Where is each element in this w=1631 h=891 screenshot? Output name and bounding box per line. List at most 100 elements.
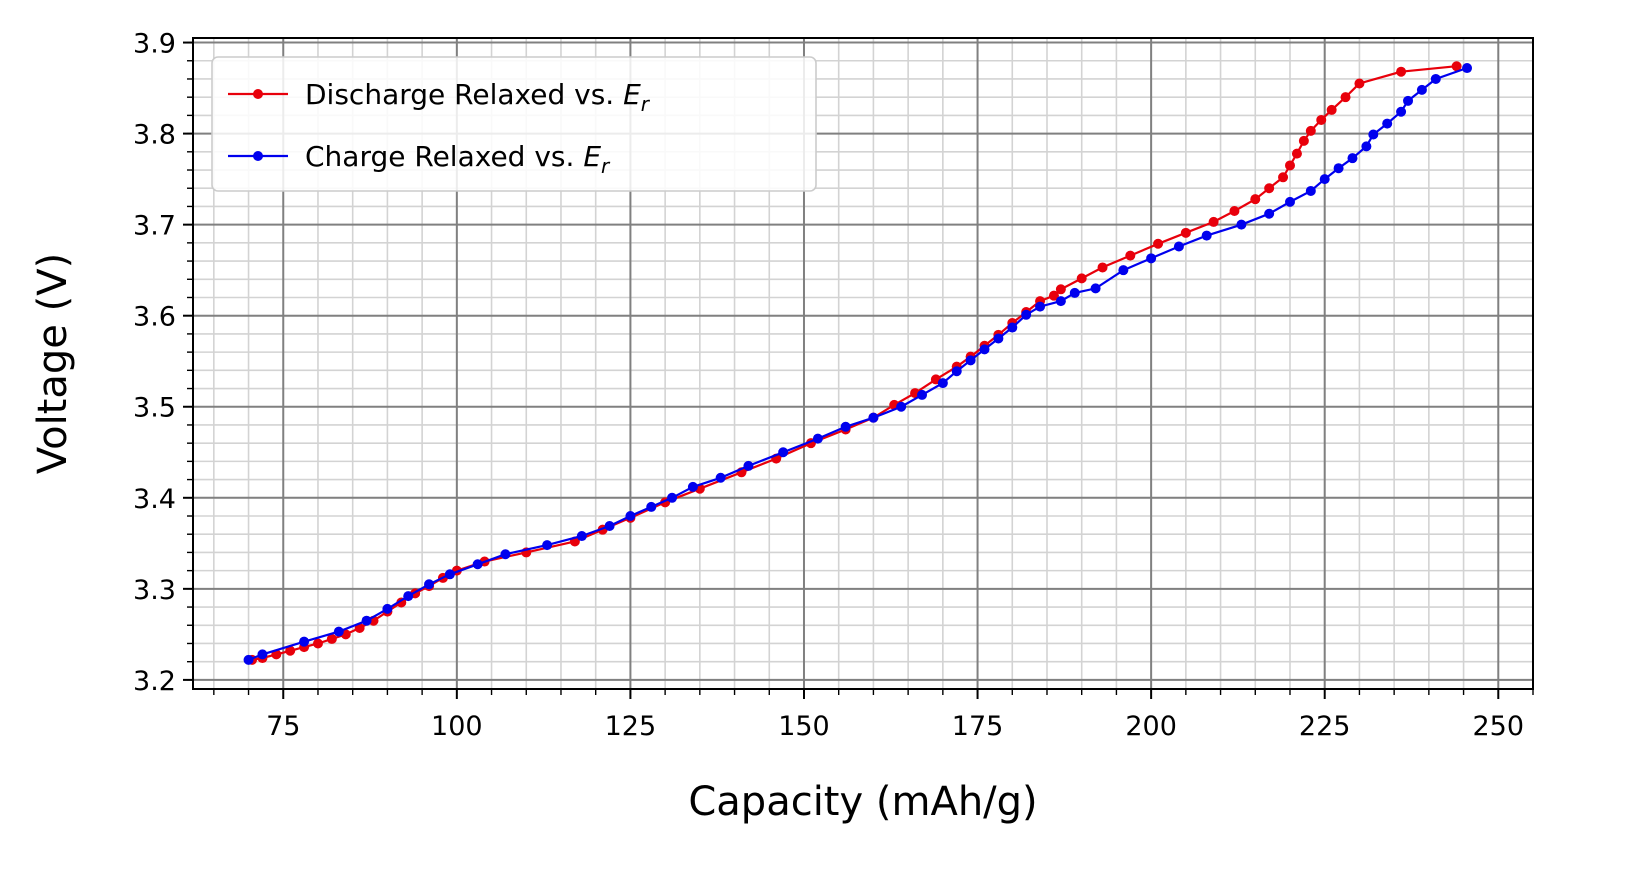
data-point: [403, 591, 414, 602]
data-point: [1298, 135, 1309, 146]
data-point: [896, 401, 907, 412]
data-point: [1396, 66, 1407, 77]
legend: Discharge Relaxed vs. Er Charge Relaxed v…: [211, 56, 817, 192]
legend-label: Charge Relaxed vs. Er: [305, 140, 611, 178]
x-tick-label: 200: [1125, 711, 1177, 742]
data-point: [333, 626, 344, 637]
data-point: [868, 412, 879, 423]
data-point: [778, 447, 789, 458]
data-point: [937, 378, 948, 389]
data-point: [1229, 205, 1240, 216]
data-point: [1430, 73, 1441, 84]
x-tick-label: 250: [1473, 711, 1525, 742]
data-point: [1069, 287, 1080, 298]
data-point: [1236, 219, 1247, 230]
data-point: [285, 645, 296, 656]
data-point: [1361, 141, 1372, 152]
data-point: [1368, 129, 1379, 140]
y-tick-label: 3.7: [133, 211, 176, 242]
data-point: [1382, 118, 1393, 129]
data-point: [965, 355, 976, 366]
x-tick-label: 75: [266, 711, 300, 742]
data-point: [472, 559, 483, 570]
data-point: [1007, 322, 1018, 333]
data-point: [243, 654, 254, 665]
data-point: [1076, 273, 1087, 284]
data-point: [1118, 265, 1129, 276]
data-point: [1153, 238, 1164, 249]
data-point: [1305, 185, 1316, 196]
data-point: [1319, 174, 1330, 185]
y-axis-title: Voltage (V): [30, 253, 76, 474]
data-point: [812, 433, 823, 444]
y-tick-label: 3.6: [133, 302, 176, 333]
data-point: [951, 366, 962, 377]
x-tick-label: 125: [605, 711, 657, 742]
data-point: [604, 521, 615, 532]
data-point: [500, 549, 511, 560]
data-point: [382, 603, 393, 614]
data-point: [1048, 290, 1059, 301]
data-point: [326, 633, 337, 644]
data-point: [1055, 284, 1066, 295]
data-point: [1291, 148, 1302, 159]
data-point: [1264, 208, 1275, 219]
data-point: [917, 389, 928, 400]
data-point: [1035, 301, 1046, 312]
legend-marker: [253, 151, 263, 161]
y-tick-label: 3.8: [133, 120, 176, 151]
data-point: [1340, 92, 1351, 103]
y-axis-ticks: 3.2 3.3 3.4 3.5 3.6 3.7 3.8 3.9: [133, 29, 193, 697]
y-tick-label: 3.3: [133, 575, 176, 606]
legend-marker: [253, 89, 263, 99]
data-point: [1347, 153, 1358, 164]
data-point: [361, 615, 372, 626]
legend-box: [211, 56, 817, 192]
y-tick-label: 3.9: [133, 29, 176, 60]
data-point: [1462, 63, 1473, 74]
data-point: [1316, 114, 1327, 125]
data-point: [687, 481, 698, 492]
data-point: [715, 472, 726, 483]
data-point: [542, 540, 553, 551]
data-point: [1208, 216, 1219, 227]
data-point: [840, 421, 851, 432]
data-point: [646, 501, 657, 512]
data-point: [1125, 250, 1136, 261]
data-point: [299, 636, 310, 647]
data-point: [1305, 125, 1316, 136]
data-point: [1201, 230, 1212, 241]
data-point: [1021, 309, 1032, 320]
plot-frame: [192, 37, 1534, 690]
data-point: [1284, 196, 1295, 207]
data-point: [1416, 84, 1427, 95]
data-point: [1173, 241, 1184, 252]
x-tick-label: 175: [952, 711, 1004, 742]
data-point: [667, 492, 678, 503]
series-charge: [243, 63, 1473, 665]
data-point: [979, 344, 990, 355]
series-layer: [243, 61, 1473, 665]
data-point: [1326, 104, 1337, 115]
data-point: [1250, 194, 1261, 205]
data-point: [1284, 160, 1295, 171]
data-point: [1055, 296, 1066, 307]
data-point: [743, 460, 754, 471]
data-point: [1264, 183, 1275, 194]
data-point: [312, 638, 323, 649]
y-tick-label: 3.4: [133, 484, 176, 515]
data-point: [1451, 61, 1462, 72]
data-point: [1333, 163, 1344, 174]
legend-label: Discharge Relaxed vs. Er: [305, 78, 651, 116]
x-axis-title: Capacity (mAh/g): [688, 779, 1037, 825]
data-point: [1090, 283, 1101, 294]
data-point: [625, 511, 636, 522]
x-tick-label: 225: [1299, 711, 1351, 742]
data-point: [1097, 262, 1108, 273]
data-point: [1146, 253, 1157, 264]
data-point: [257, 649, 268, 660]
y-tick-label: 3.2: [133, 666, 176, 697]
data-point: [1403, 95, 1414, 106]
data-point: [444, 569, 455, 580]
